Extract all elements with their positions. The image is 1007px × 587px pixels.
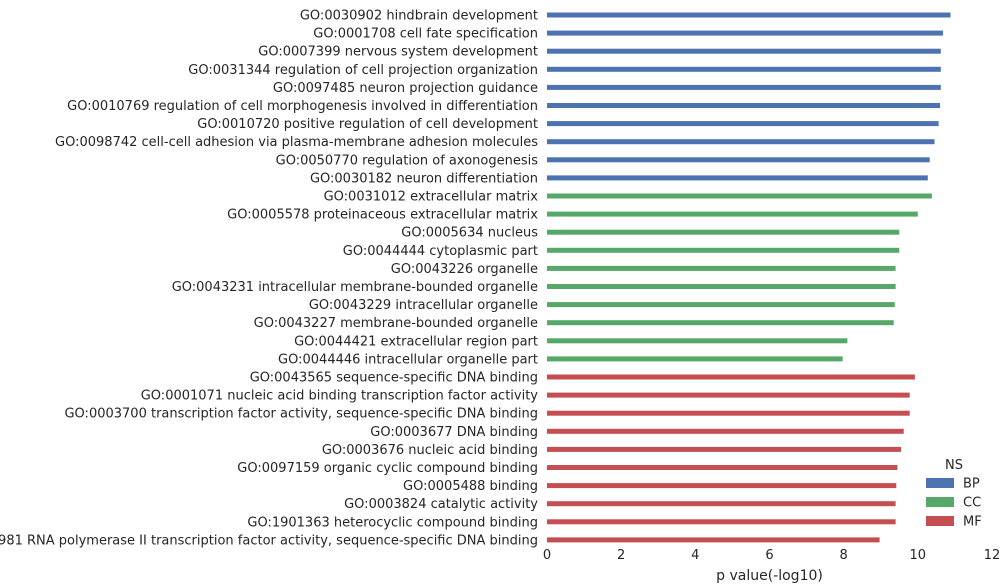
category-label: GO:0007399 nervous system development xyxy=(258,45,538,60)
category-label: GO:0043227 membrane-bounded organelle xyxy=(254,316,538,331)
bars-layer xyxy=(547,12,951,543)
x-axis: p value(-log10) 0 2 4 6 8 10 12 xyxy=(543,548,1000,584)
bar-bp xyxy=(547,139,935,145)
category-label: GO:0031344 regulation of cell projection… xyxy=(188,63,538,78)
category-label: GO:0003676 nucleic acid binding xyxy=(322,443,538,458)
bar-bp xyxy=(547,121,939,127)
legend-label-cc: CC xyxy=(963,496,981,511)
bar-bp xyxy=(547,66,941,72)
bar-cc xyxy=(547,265,896,271)
x-tick-label: 4 xyxy=(691,548,699,563)
bar-mf xyxy=(547,428,904,434)
category-label: GO:0030182 neuron differentiation xyxy=(310,171,538,186)
bar-cc xyxy=(547,284,896,289)
x-tick-label: 10 xyxy=(910,548,927,563)
bar-mf xyxy=(547,410,910,416)
x-tick-label: 0 xyxy=(543,548,551,563)
x-tick-label: 2 xyxy=(617,548,625,563)
category-label: GO:0003677 DNA binding xyxy=(370,425,538,440)
bar-cc xyxy=(547,193,932,199)
legend-swatch-cc xyxy=(926,497,954,507)
category-label: GO:0010769 regulation of cell morphogene… xyxy=(67,99,538,114)
bar-bp xyxy=(547,84,941,90)
bar-cc xyxy=(547,211,918,217)
category-label: GO:0000981 RNA polymerase II transcripti… xyxy=(0,533,538,548)
bar-bp xyxy=(547,103,941,108)
category-label: GO:0043226 organelle xyxy=(391,262,538,277)
bar-cc xyxy=(547,356,843,362)
legend-swatch-bp xyxy=(926,478,954,488)
bar-mf xyxy=(547,374,915,380)
bar-mf xyxy=(547,501,896,507)
bar-bp xyxy=(547,48,941,54)
category-label: GO:0010720 positive regulation of cell d… xyxy=(197,117,538,132)
bar-mf xyxy=(547,446,902,452)
bar-mf xyxy=(547,392,910,398)
bar-mf xyxy=(547,465,898,470)
legend-label-mf: MF xyxy=(963,515,982,530)
bar-cc xyxy=(547,320,894,326)
category-label: GO:0030902 hindbrain development xyxy=(300,9,538,24)
category-label: GO:0003824 catalytic activity xyxy=(344,497,538,512)
legend-swatch-mf xyxy=(926,516,954,526)
legend: NS BP CC MF xyxy=(926,458,982,530)
category-label: GO:0044444 cytoplasmic part xyxy=(343,244,538,259)
bar-mf xyxy=(547,537,880,543)
category-label: GO:0043229 intracellular organelle xyxy=(309,298,538,313)
category-label: GO:0005488 binding xyxy=(403,479,538,494)
category-label: GO:0044421 extracellular region part xyxy=(294,334,538,349)
category-label: GO:0001071 nucleic acid binding transcri… xyxy=(141,389,539,404)
category-label: GO:0001708 cell fate specification xyxy=(313,27,538,42)
x-tick-label: 6 xyxy=(765,548,773,563)
bar-mf xyxy=(547,519,896,525)
category-label: GO:0097485 neuron projection guidance xyxy=(273,81,538,96)
category-label: GO:0005578 proteinaceous extracellular m… xyxy=(227,208,538,223)
bar-cc xyxy=(547,302,895,308)
bar-bp xyxy=(547,30,943,36)
bar-bp xyxy=(547,175,928,181)
category-label: GO:0043565 sequence-specific DNA binding xyxy=(250,371,538,386)
category-label: GO:0097159 organic cyclic compound bindi… xyxy=(237,461,538,476)
x-tick-label: 12 xyxy=(984,548,1001,563)
bar-cc xyxy=(547,338,848,344)
legend-title: NS xyxy=(945,458,963,473)
bar-bp xyxy=(547,12,951,18)
x-axis-title: p value(-log10) xyxy=(716,568,823,584)
category-label: GO:0098742 cell-cell adhesion via plasma… xyxy=(55,135,538,150)
category-label: GO:0050770 regulation of axonogenesis xyxy=(276,153,539,168)
category-label: GO:0005634 nucleus xyxy=(401,226,538,241)
category-label: GO:0043231 intracellular membrane-bounde… xyxy=(172,280,538,295)
category-label: GO:0031012 extracellular matrix xyxy=(324,190,539,205)
bar-cc xyxy=(547,229,900,235)
bar-mf xyxy=(547,483,897,489)
category-label: GO:0044446 intracellular organelle part xyxy=(278,352,538,367)
bar-bp xyxy=(547,157,930,163)
legend-label-bp: BP xyxy=(963,477,980,492)
x-tick-label: 8 xyxy=(840,548,848,563)
bar-cc xyxy=(547,247,900,253)
category-labels: GO:0030902 hindbrain development GO:00017… xyxy=(0,9,538,549)
category-label: GO:0003700 transcription factor activity… xyxy=(64,407,538,422)
category-label: GO:1901363 heterocyclic compound binding xyxy=(247,515,538,530)
